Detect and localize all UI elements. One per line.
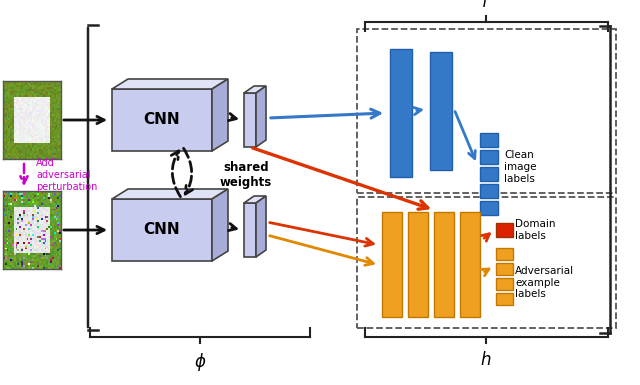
Polygon shape	[112, 89, 212, 151]
Text: Adversarial
example
labels: Adversarial example labels	[515, 266, 574, 299]
Bar	[390, 49, 412, 177]
Polygon shape	[212, 79, 228, 151]
Bar	[480, 184, 498, 198]
Bar	[408, 212, 428, 317]
Polygon shape	[244, 196, 266, 203]
Bar	[480, 201, 498, 215]
Text: $h$: $h$	[480, 351, 492, 369]
Polygon shape	[256, 86, 266, 147]
Polygon shape	[112, 189, 228, 199]
Text: $\phi$: $\phi$	[194, 351, 206, 373]
Text: shared
weights: shared weights	[220, 161, 272, 189]
Bar	[480, 133, 498, 147]
Polygon shape	[256, 196, 266, 257]
Polygon shape	[244, 93, 256, 147]
Bar	[434, 212, 454, 317]
Polygon shape	[244, 203, 256, 257]
Bar	[460, 212, 480, 317]
Bar	[496, 263, 513, 275]
Bar	[496, 293, 513, 305]
Polygon shape	[112, 79, 228, 89]
Polygon shape	[112, 199, 212, 261]
Text: Domain
labels: Domain labels	[515, 219, 556, 241]
Polygon shape	[244, 86, 266, 93]
Bar	[382, 212, 402, 317]
Bar	[496, 278, 513, 290]
Text: CNN: CNN	[144, 223, 180, 238]
Bar	[496, 223, 513, 237]
Text: CNN: CNN	[144, 112, 180, 127]
Text: Add
adversarial
perturbation: Add adversarial perturbation	[36, 158, 97, 192]
Bar	[496, 248, 513, 260]
Bar	[480, 150, 498, 164]
Bar	[430, 52, 452, 170]
Text: $f$: $f$	[481, 0, 491, 11]
Text: Clean
image
labels: Clean image labels	[504, 151, 536, 184]
Polygon shape	[212, 189, 228, 261]
Bar	[480, 167, 498, 181]
